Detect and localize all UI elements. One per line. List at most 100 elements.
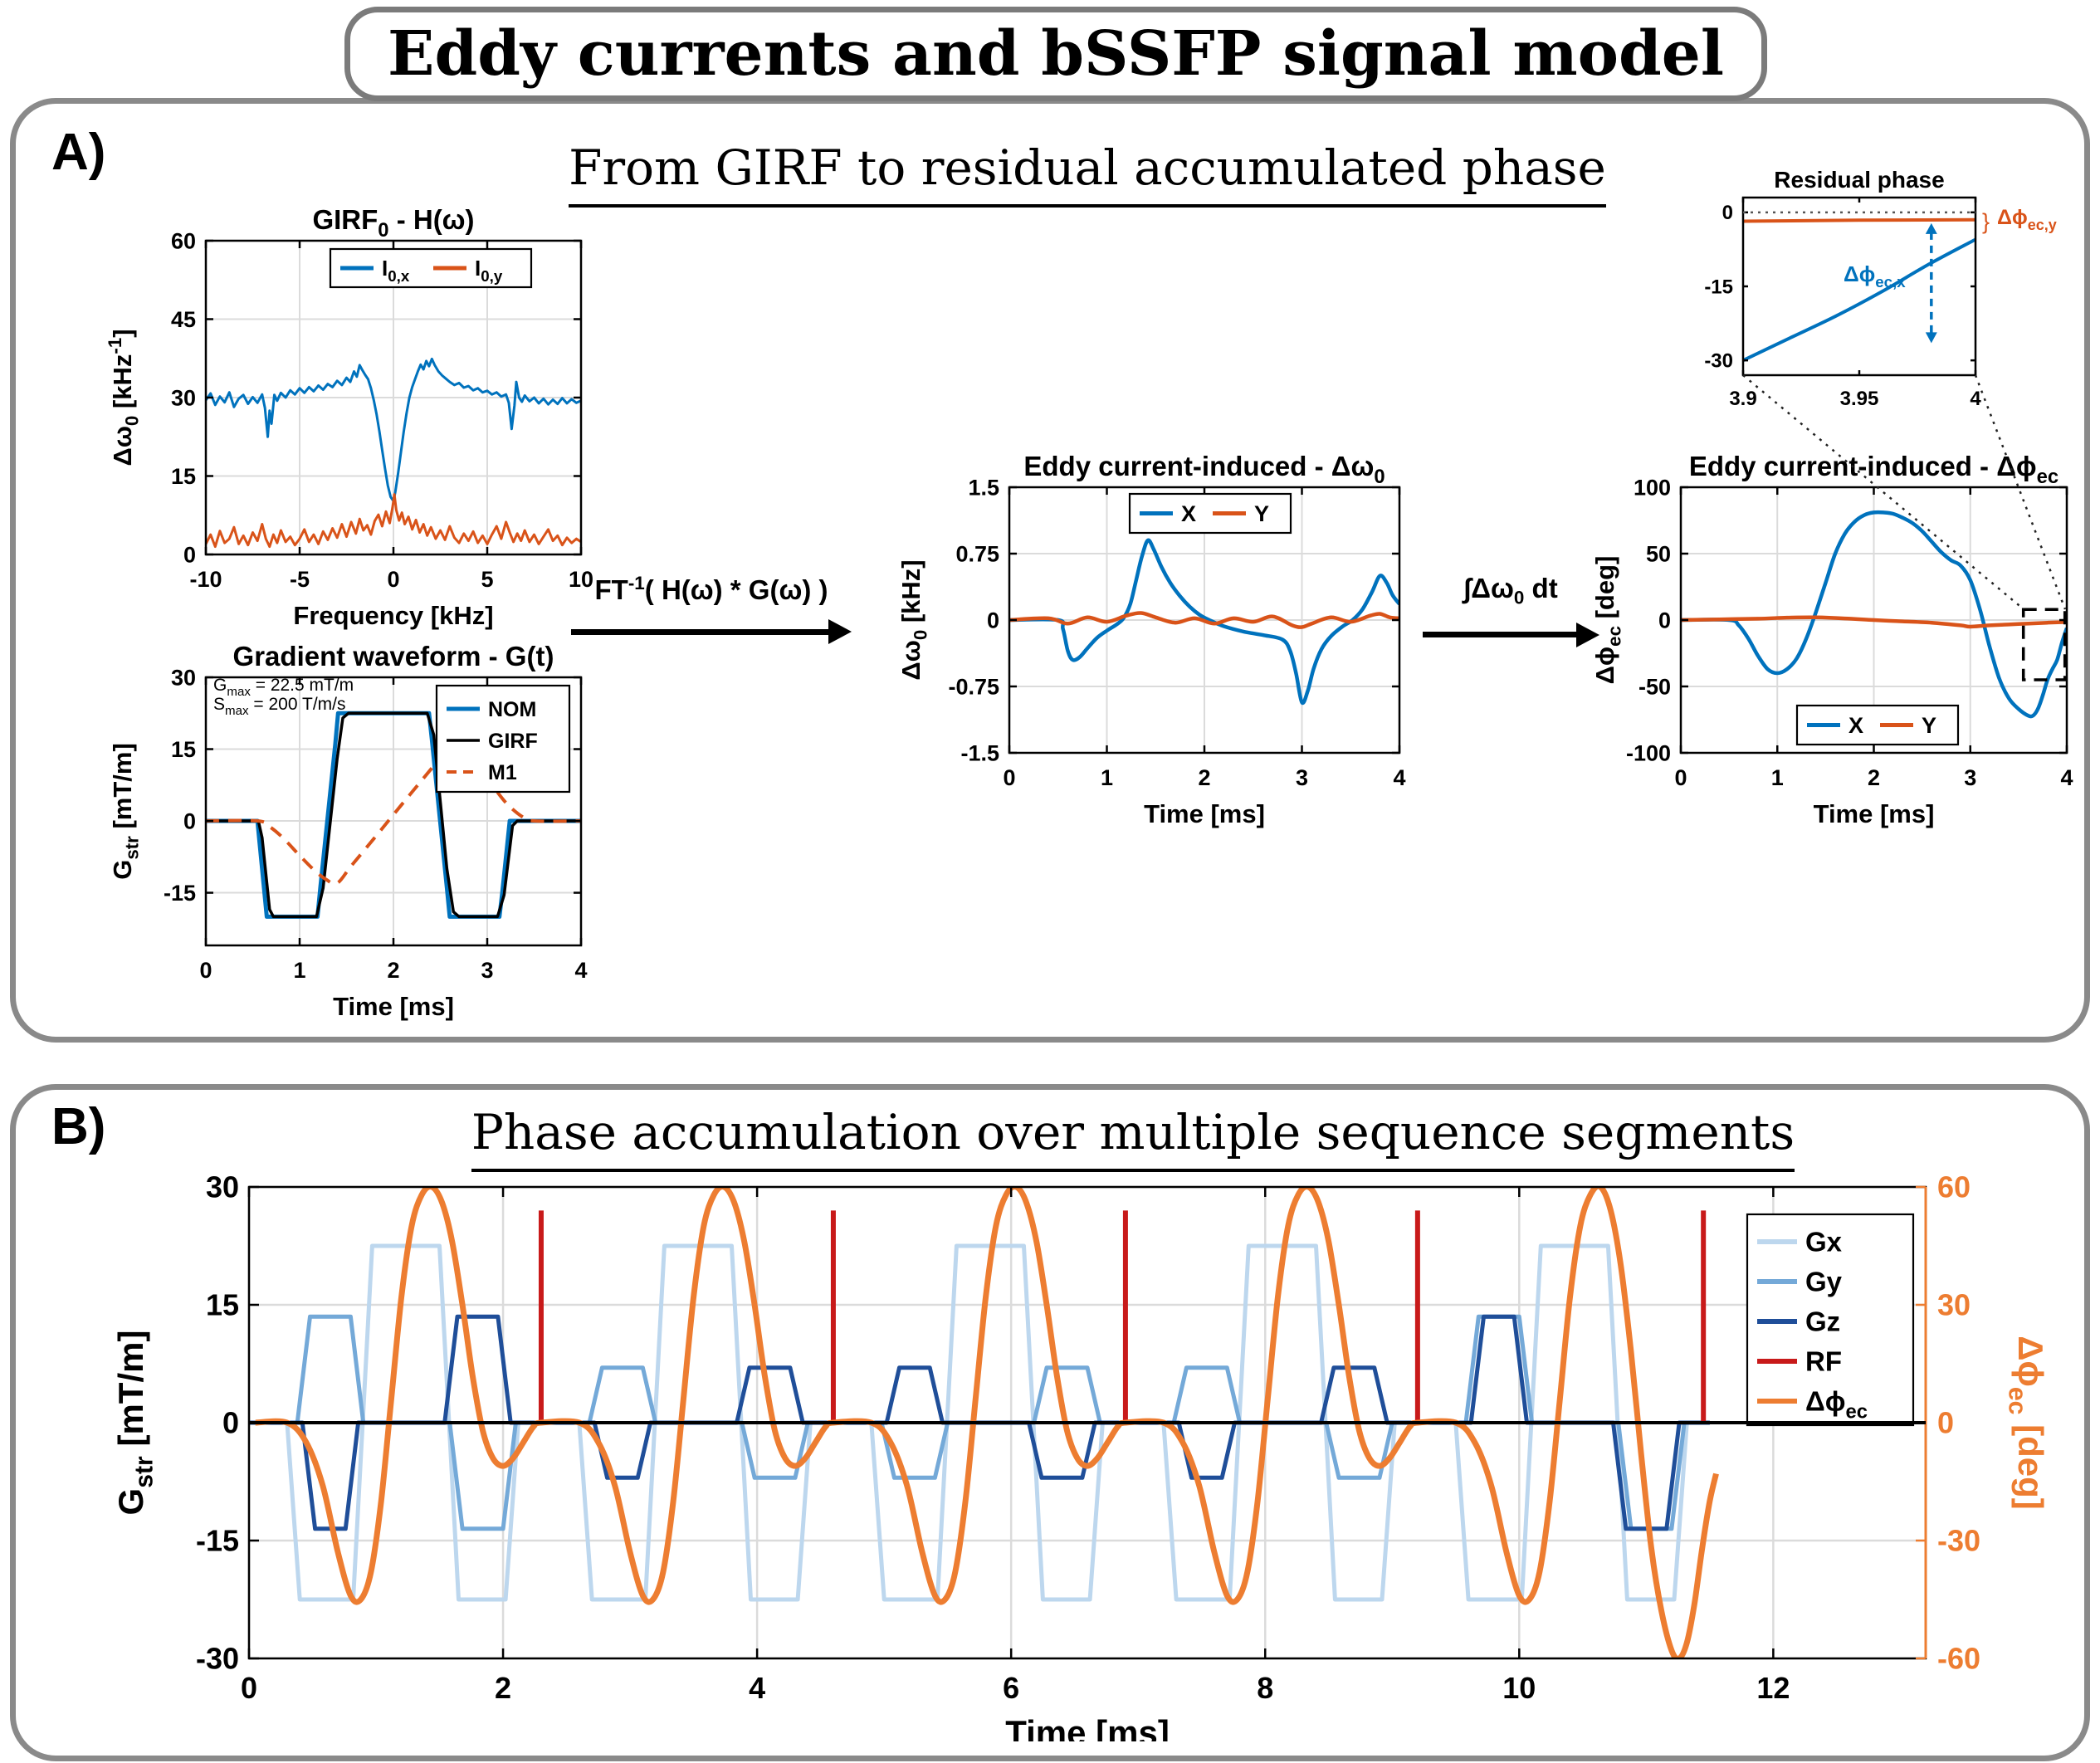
panel-a-subtitle: From GIRF to residual accumulated phase xyxy=(569,139,1606,208)
legend-label: I0,y xyxy=(475,256,503,285)
x-axis-label: Time [ms] xyxy=(1814,799,1935,828)
x-tick-label: 2 xyxy=(495,1671,511,1705)
annotation-arrow-head-up xyxy=(1925,222,1937,234)
annotation-text: Smax = 200 T/m/s xyxy=(213,695,345,718)
x-tick-label: 12 xyxy=(1756,1671,1790,1705)
girf-svg: -10 -5 0 5 10 0 15 30 45 60 Frequency [kHz] Δω0 [kH… xyxy=(105,204,593,630)
inset-svg: 3.9 3.95 4 0 -15 -30 Residual phase Δϕec,x} Δϕec… xyxy=(1704,167,2056,410)
x-tick-label: 3.95 xyxy=(1840,388,1879,410)
series-group xyxy=(205,711,582,919)
y-tick-label: -0.75 xyxy=(948,674,999,699)
x-tick-label: 1 xyxy=(293,958,305,983)
integral-arrow: ∫Δω0 dt xyxy=(1411,573,1610,647)
y-tick-label: 0 xyxy=(183,808,196,833)
x-tick-label: 2 xyxy=(387,958,399,983)
figure-title-box: Eddy currents and bSSFP signal model xyxy=(344,7,1767,101)
x-tick-label: 4 xyxy=(1393,765,1405,790)
x-tick-label: 0 xyxy=(1003,765,1015,790)
legend-box xyxy=(435,684,571,794)
legend-label: Gx xyxy=(1805,1227,1843,1258)
x-tick-label: 1 xyxy=(1771,765,1784,790)
panel-a-subtitle-wrap: From GIRF to residual accumulated phase xyxy=(540,139,1635,208)
legend-label: X xyxy=(1181,501,1196,526)
series-group xyxy=(1008,538,1400,706)
y2-tick-label: 60 xyxy=(1937,1170,1971,1204)
x-tick-label: -5 xyxy=(290,567,310,592)
y-tick-label: -30 xyxy=(196,1642,239,1676)
panel-b-title-wrap: Phase accumulation over multiple sequenc… xyxy=(469,1104,1797,1172)
legend-label: X xyxy=(1848,713,1863,738)
y-tick-label: 0.75 xyxy=(955,541,999,566)
y-tick-label: 0 xyxy=(1658,608,1671,632)
y-axis-label: Gstr [mT/m] xyxy=(108,743,142,880)
x-tick-label: -10 xyxy=(189,567,222,592)
ft-arrow-shape xyxy=(558,619,865,644)
y-tick-label: -1.5 xyxy=(960,740,999,765)
chart-residual-phase-inset: 3.9 3.95 4 0 -15 -30 Residual phase Δϕec,x} Δϕec… xyxy=(1685,163,2075,412)
legend-label: M1 xyxy=(488,761,517,784)
x-tick-label: 4 xyxy=(749,1671,765,1705)
x-axis-label: Frequency [kHz] xyxy=(293,601,493,630)
chart-eddy-current-dphi: 0 1 2 3 4 -100 -50 0 50 100 Time [ms] Δϕec [deg] Edd… xyxy=(1585,442,2083,832)
y-tick-label: 0 xyxy=(183,542,196,567)
y-tick-label: -100 xyxy=(1626,740,1671,765)
y-axis-label: Gstr [mT/m] xyxy=(111,1331,158,1516)
series-X xyxy=(1008,538,1400,706)
integral-arrow-head xyxy=(1575,622,1599,647)
annotation-text: } xyxy=(1982,209,1990,234)
y-tick-label: 100 xyxy=(1634,475,1671,500)
annotation-zoom-rect xyxy=(2021,608,2067,681)
y2-tick-label: -60 xyxy=(1937,1642,1980,1676)
y-tick-label: 50 xyxy=(1646,541,1671,566)
x-axis-label: Time [ms] xyxy=(333,992,454,1021)
y-tick-label: -15 xyxy=(1704,276,1733,298)
series-Y xyxy=(1680,615,2068,629)
chart-eddy-current-dw0: 0 1 2 3 4 -1.5 -0.75 0 0.75 1.5 Time [ms] Δω0 [kHz]… xyxy=(885,442,1416,832)
x-tick-label: 0 xyxy=(199,958,212,983)
x-tick-label: 0 xyxy=(241,1671,257,1705)
x-tick-label: 4 xyxy=(1970,388,1981,410)
x-tick-label: 6 xyxy=(1003,1671,1019,1705)
ft-arrow-head xyxy=(828,619,852,644)
annotation-arrow-head-down xyxy=(1925,332,1937,344)
annotation-text: Δϕec,x xyxy=(1844,261,1906,291)
y-tick-label: 1.5 xyxy=(968,475,999,500)
y-tick-label: 60 xyxy=(171,228,196,253)
chart-title: GIRF0 - H(ω) xyxy=(312,204,474,242)
x-tick-label: 3 xyxy=(481,958,493,983)
x-tick-label: 10 xyxy=(1502,1671,1536,1705)
integral-arrow-shape xyxy=(1411,622,1610,647)
chart-girf: -10 -5 0 5 10 0 15 30 45 60 Frequency [kHz] Δω0 [kH… xyxy=(98,189,596,633)
chart-sequence-phase-accumulation: 0 2 4 6 8 10 12 -30 -15 0 15 30 -60 -30 0 30 60 Δϕec [deg… xyxy=(108,1169,2050,1752)
x-tick-label: 1 xyxy=(1101,765,1113,790)
y-tick-label: 15 xyxy=(206,1288,239,1322)
series-M1 xyxy=(205,742,582,886)
annotation-text: Gmax = 22.5 mT/m xyxy=(213,676,354,699)
x-tick-label: 4 xyxy=(574,958,587,983)
panel-b-label: B) xyxy=(51,1098,106,1155)
x-tick-label: 3 xyxy=(1296,765,1308,790)
ft-arrow-label: FT-1( H(ω) * G(ω) ) xyxy=(594,573,828,605)
series-GIRF xyxy=(206,711,581,919)
y-tick-label: -50 xyxy=(1638,674,1671,699)
y-axis-label: Δϕec [deg] xyxy=(1590,556,1624,685)
y-tick-label: 30 xyxy=(171,385,196,410)
x-tick-label: 2 xyxy=(1198,765,1210,790)
ft-arrow-shaft xyxy=(571,628,828,635)
y-tick-label: -30 xyxy=(1704,350,1733,373)
integral-arrow-label: ∫Δω0 dt xyxy=(1463,573,1558,608)
x-tick-label: 3.9 xyxy=(1729,388,1756,410)
legend-label: GIRF xyxy=(488,730,538,753)
y-tick-label: 30 xyxy=(171,665,196,690)
plot-bg xyxy=(1743,198,1975,375)
gradient-svg: 0 1 2 3 4 -15 0 15 30 Time [ms] Gstr [mT/m] Gradien… xyxy=(108,641,588,1021)
figure-title: Eddy currents and bSSFP signal model xyxy=(388,18,1724,90)
legend-label: Gy xyxy=(1805,1267,1843,1297)
panel-a-label: A) xyxy=(51,124,106,181)
chart-title: Eddy current-induced - Δϕec xyxy=(1689,451,2058,488)
integral-arrow-shaft xyxy=(1422,632,1576,638)
y-tick-label: 15 xyxy=(171,464,196,489)
x-tick-label: 3 xyxy=(1964,765,1976,790)
legend-label: Δϕec xyxy=(1805,1386,1868,1424)
y-axis-label: Δω0 [kHz-1] xyxy=(105,329,142,466)
